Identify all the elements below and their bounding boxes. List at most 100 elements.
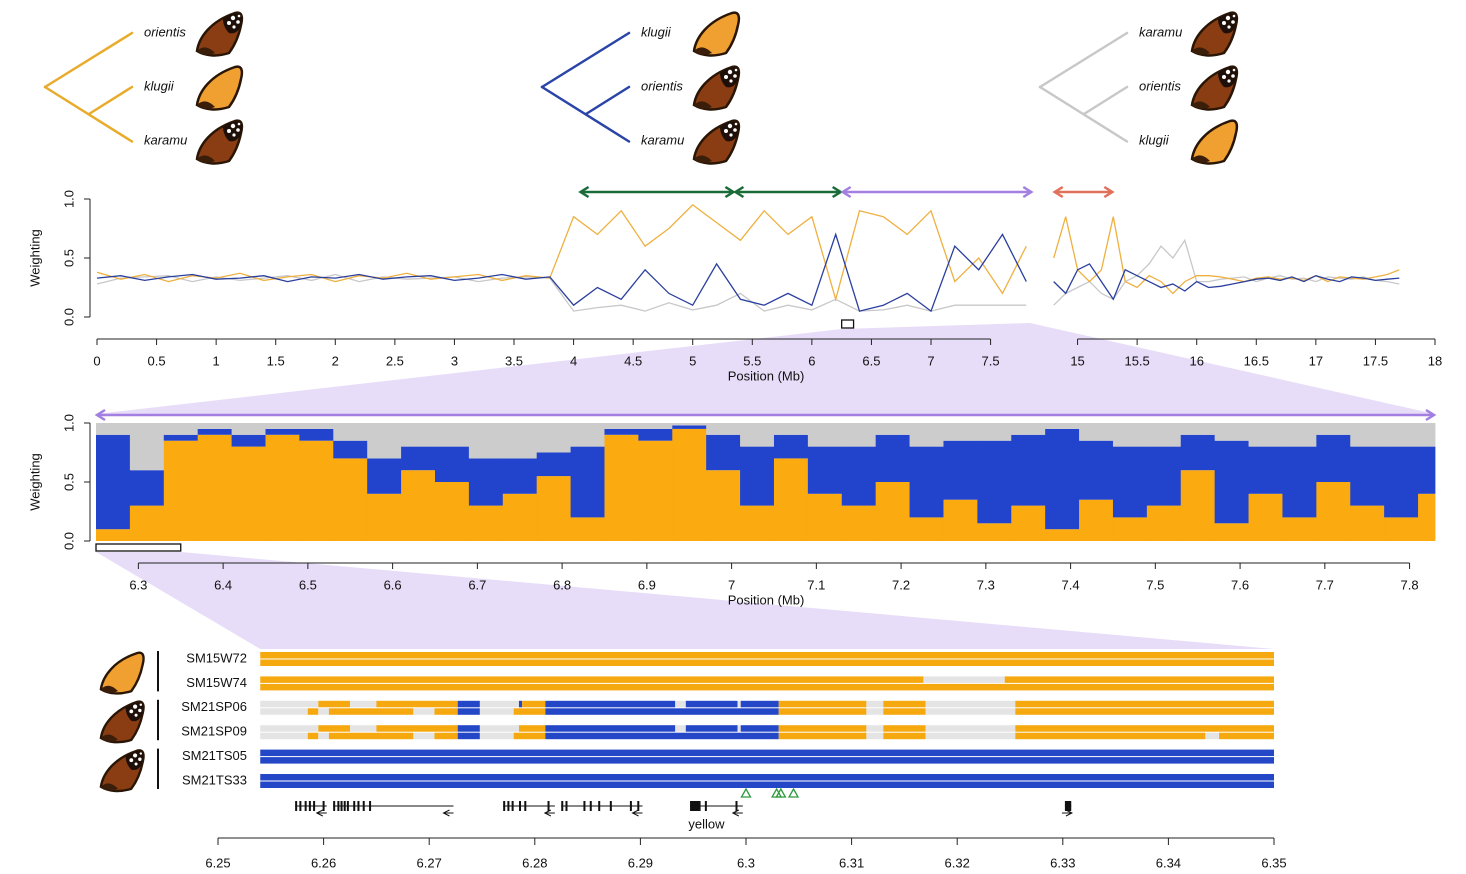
x-tick-label: 6.27 — [417, 855, 442, 870]
exon — [589, 801, 592, 811]
haplotype-segment — [260, 749, 1274, 757]
weight-band — [977, 440, 1012, 524]
x-tick-label: 15 — [1070, 353, 1084, 368]
weight-band — [1180, 423, 1216, 435]
zoom-box — [95, 543, 182, 552]
weight-band — [1248, 493, 1283, 541]
exon — [507, 801, 510, 811]
x-tick-label: 3.5 — [505, 353, 523, 368]
wing-spot — [1227, 25, 1231, 29]
x-tick-label: 7.1 — [807, 577, 825, 592]
x-tick-label: 6.9 — [638, 577, 656, 592]
weight-band — [1282, 423, 1317, 447]
weight-band — [96, 423, 131, 435]
haplotype-segment — [260, 676, 924, 683]
zoom-box — [841, 319, 855, 329]
x-tick-label: 17.5 — [1363, 353, 1388, 368]
haplotype-segment — [737, 725, 741, 732]
haplotype-segment — [318, 708, 329, 715]
strand-arrow — [631, 809, 643, 817]
wing-spot — [139, 752, 143, 755]
weight-band — [672, 423, 707, 426]
weight-band — [740, 446, 775, 506]
exon — [637, 801, 640, 811]
haplotype-segment — [413, 732, 435, 740]
exon — [519, 801, 522, 811]
x-tick-label: 6.5 — [299, 577, 317, 592]
weight-band — [197, 434, 232, 541]
arrow-head — [733, 185, 745, 199]
weight-band — [740, 423, 775, 447]
wing-apex — [720, 121, 739, 142]
wing-spot — [129, 709, 134, 714]
haplotype-segment — [866, 732, 884, 740]
wing-spot — [1227, 79, 1231, 83]
weight-band — [841, 505, 877, 541]
species-label: klugii — [144, 78, 175, 93]
exon — [503, 801, 506, 811]
wing-spot — [724, 75, 728, 79]
wing-spot — [133, 753, 138, 758]
weight-band — [706, 470, 741, 541]
haplotype-segment — [685, 725, 738, 732]
haplotype-segment — [513, 732, 546, 740]
sample-label: SM21SP09 — [181, 724, 247, 739]
strand-arrow — [731, 809, 743, 817]
weight-band — [1079, 423, 1114, 441]
x-tick-label: 6.31 — [839, 855, 864, 870]
weight-band — [333, 423, 368, 441]
y-tick-label: 1.0 — [61, 414, 76, 432]
x-tick-label: 6.6 — [384, 577, 402, 592]
sample-label: SM15W72 — [186, 650, 247, 665]
wing-spot — [727, 69, 733, 75]
wing-apex — [125, 751, 144, 771]
haplotype-segment — [545, 700, 676, 708]
exon — [346, 801, 349, 811]
weight-band — [1350, 423, 1385, 447]
wing-spot — [227, 129, 231, 133]
weight-band — [1316, 434, 1351, 482]
x-tick-label: 6.28 — [522, 855, 547, 870]
weight-band — [1214, 423, 1249, 441]
weight-band — [570, 446, 605, 518]
sample-label: SM21TS33 — [182, 772, 247, 787]
haplotype-segment — [545, 708, 779, 715]
butterfly-icon — [195, 65, 244, 111]
weight-band — [1112, 423, 1148, 447]
tree-branch — [584, 85, 631, 116]
weight-band — [875, 482, 910, 541]
haplotype-segment — [1205, 732, 1220, 740]
haplotype-segment — [883, 725, 926, 732]
wing-base — [197, 47, 215, 55]
x-tick-label: 1.5 — [267, 353, 285, 368]
haplotype-segment — [1015, 708, 1274, 715]
marker-triangle — [787, 787, 800, 798]
haplotype-segment — [260, 725, 319, 732]
weight-band — [1180, 434, 1216, 471]
haplotype-segment — [545, 725, 676, 732]
wing — [1190, 119, 1239, 165]
wing-spot — [1222, 75, 1226, 79]
butterfly-icon — [195, 119, 244, 165]
weight-band — [672, 425, 707, 429]
haplotype-segment — [866, 725, 884, 732]
haplotype-segment — [457, 732, 480, 740]
sample-label: SM15W74 — [186, 675, 247, 690]
x-tick-label: 6.3 — [737, 855, 755, 870]
weight-band — [740, 505, 775, 541]
weight-band — [265, 434, 300, 541]
exon — [353, 801, 356, 811]
weight-band — [1350, 505, 1385, 541]
x-tick-label: 15.5 — [1124, 353, 1149, 368]
haplotype-segment — [778, 725, 867, 732]
weight-band — [875, 434, 910, 482]
wing-spot — [133, 704, 138, 709]
x-tick-label: 6.8 — [553, 577, 571, 592]
haplotype-segment — [328, 708, 414, 715]
haplotype-segment — [260, 659, 1274, 666]
exon — [547, 801, 550, 811]
x-tick-label: 1 — [213, 353, 220, 368]
weight-band — [773, 458, 809, 541]
exon — [369, 801, 372, 811]
